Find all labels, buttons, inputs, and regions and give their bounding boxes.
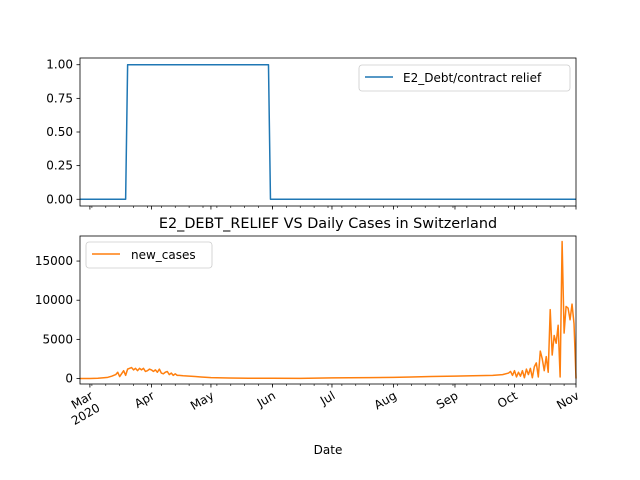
policy-series-line-0 [80, 63, 576, 201]
cases-chart-title: E2_DEBT_RELIEF VS Daily Cases in Switzer… [159, 216, 497, 232]
cases-y-axis: 0 5000 10000 15000 [35, 254, 80, 386]
policy-y-tick-label: 0.00 [46, 192, 73, 206]
cases-y-tick-label: 0 [65, 372, 73, 386]
policy-y-axis: 0.00 0.25 0.50 0.75 1.00 [46, 58, 80, 206]
cases-x-tick-label-line: Jul [317, 388, 337, 408]
policy-legend: E2_Debt/contract relief [358, 64, 571, 92]
cases-y-tick-label: 5000 [42, 332, 73, 346]
cases-legend: new_cases [85, 241, 213, 269]
policy-legend-box [358, 64, 571, 92]
cases-x-tick-label: Jul [317, 388, 337, 408]
policy-y-tick-label: 0.25 [46, 159, 73, 173]
policy-y-tick-label: 0.75 [46, 91, 73, 105]
cases-y-tick-label: 10000 [35, 293, 73, 307]
policy-subplot: 0.00 0.25 0.50 0.75 1.00 E2_Debt/contract re… [46, 57, 577, 210]
policy-y-tick-label: 0.50 [46, 125, 73, 139]
cases-y-tick-label: 15000 [35, 254, 73, 268]
policy-legend-label: E2_Debt/contract relief [403, 71, 542, 85]
policy-x-axis [89, 206, 577, 210]
policy-y-tick-label: 1.00 [46, 58, 73, 72]
cases-legend-label: new_cases [131, 248, 196, 262]
policy-series-lines [80, 63, 576, 201]
cases-series-lines [79, 240, 577, 380]
cases-series-line-0 [79, 240, 577, 380]
cases-x-axis-label: Date [314, 443, 343, 457]
cases-legend-box [85, 241, 213, 269]
